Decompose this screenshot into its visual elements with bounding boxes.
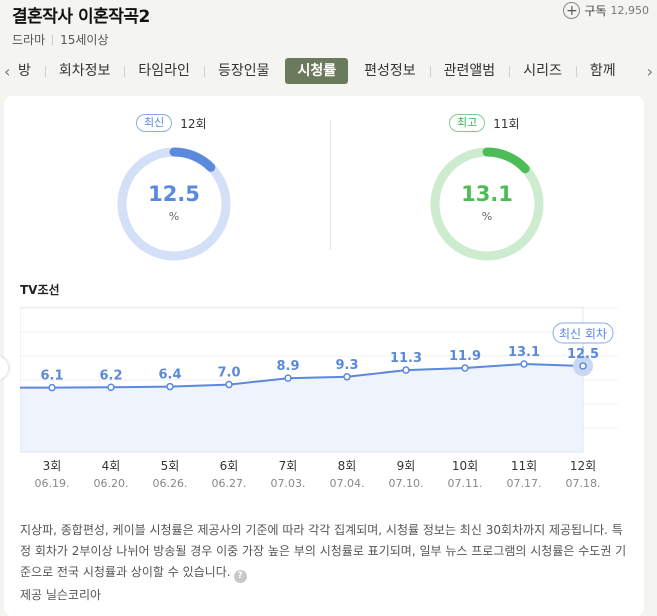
latest-rating-unit: %	[168, 210, 180, 223]
highest-rating-header: 최고 11회	[449, 114, 520, 132]
latest-ring-graphic	[117, 147, 231, 261]
data-point	[107, 383, 115, 392]
callout-box	[552, 322, 614, 344]
meta-divider	[52, 34, 54, 45]
tab-9[interactable]: 함께	[575, 58, 630, 84]
latest-rating-value: 12.5	[148, 182, 200, 206]
data-provider: 제공 닐슨코리아	[20, 588, 102, 602]
data-label: 9.3	[335, 358, 358, 373]
program-header: 결혼작사 이혼작곡2 + 구독 12,950 드라마 15세이상	[0, 0, 657, 52]
chevron-right-icon[interactable]: ›	[646, 62, 653, 81]
data-point	[343, 373, 351, 381]
tab-bar: ‹ 방 회차정보 타임라인 등장인물 시청률 편성정보 관련앨범 시리즈 함께 ›	[0, 56, 657, 86]
area-fill	[20, 364, 583, 452]
subscribe-button[interactable]: + 구독 12,950	[563, 2, 649, 19]
x-tick-label: 11회	[511, 459, 537, 473]
data-point	[461, 364, 469, 372]
panel-divider	[330, 120, 331, 250]
x-tick-label: 8회	[338, 459, 357, 473]
x-date-label: 06.27.	[212, 477, 247, 490]
highest-rating-unit: %	[481, 210, 493, 223]
data-label: 12.5	[567, 347, 599, 362]
tab-8[interactable]: 시리즈	[509, 58, 576, 84]
latest-rating-header: 최신 12회	[136, 114, 207, 132]
program-meta: 드라마 15세이상	[12, 31, 109, 48]
notice-text: 지상파, 종합편성, 케이블 시청률은 제공사의 기준에 따라 각각 집계되며,…	[20, 523, 627, 579]
data-label: 8.9	[276, 359, 299, 374]
highest-rating-panel: 최고 11회 13.1 %	[324, 96, 644, 261]
x-date-label: 07.04.	[330, 477, 365, 490]
x-date-label: 06.19.	[35, 477, 70, 490]
callout-label: 최신 회차	[559, 327, 607, 341]
x-date-label: 07.11.	[448, 477, 483, 490]
tab-4[interactable]: 등장인물	[203, 58, 284, 84]
data-point	[402, 366, 410, 374]
genre-text: 드라마	[12, 33, 46, 47]
x-tick-label: 7회	[279, 459, 298, 473]
data-label: 13.1	[508, 345, 540, 360]
x-tick-label: 9회	[397, 459, 416, 473]
tab-7[interactable]: 관련앨범	[429, 58, 510, 84]
highest-rating-value: 13.1	[461, 182, 513, 206]
latest-rating-ring: 12.5 %	[116, 146, 232, 262]
age-rating-text: 15세이상	[60, 33, 109, 47]
x-date-label: 06.26.	[153, 477, 188, 490]
data-label: 6.2	[99, 368, 122, 383]
ratings-notice: 지상파, 종합편성, 케이블 시청률은 제공사의 기준에 따라 각각 집계되며,…	[20, 520, 632, 583]
chevron-left-icon[interactable]: ‹	[4, 62, 11, 81]
latest-rating-panel: 최신 12회 12.5 %	[4, 96, 324, 261]
tab-2[interactable]: 회차정보	[44, 58, 125, 84]
x-date-label: 07.18.	[566, 477, 601, 490]
data-point	[166, 382, 174, 391]
x-tick-label: 3회	[43, 459, 62, 473]
tab-3[interactable]: 타임라인	[124, 58, 204, 84]
data-label: 6.1	[40, 369, 63, 384]
x-date-label: 06.20.	[94, 477, 129, 490]
data-point	[225, 380, 233, 389]
latest-episode: 12회	[180, 116, 207, 131]
subscriber-count: 12,950	[610, 4, 650, 17]
tab-track: 방 회차정보 타임라인 등장인물 시청률 편성정보 관련앨범 시리즈 함께	[16, 56, 641, 86]
data-label: 6.4	[158, 368, 181, 383]
x-tick-label: 6회	[220, 459, 239, 473]
data-point	[520, 360, 528, 368]
latest-ring-arc	[117, 147, 231, 261]
ratings-card: 최신 12회 12.5 % 최고 11회 13.1 % TV조선 최신 회차 6	[4, 96, 644, 616]
x-tick-label: 10회	[452, 459, 478, 473]
data-point	[284, 374, 292, 382]
ratings-line-chart: 최신 회차 6.1 3회 06.19. 6.2 4회 06.20. 6.4 5회 06.26. 7.…	[20, 307, 618, 490]
highest-rating-ring: 13.1 %	[429, 146, 545, 262]
help-icon[interactable]: ?	[233, 570, 247, 583]
tab-1[interactable]: 방	[18, 63, 31, 79]
subscribe-label: 구독	[584, 4, 607, 18]
plot-frame	[20, 307, 584, 453]
data-label: 11.3	[390, 351, 422, 366]
data-point	[48, 383, 56, 392]
data-label: 7.0	[217, 366, 240, 381]
x-tick-label: 4회	[102, 459, 121, 473]
x-date-label: 07.03.	[271, 477, 306, 490]
side-drawer-handle[interactable]	[0, 356, 8, 380]
x-tick-label: 5회	[161, 459, 180, 473]
data-label: 11.9	[449, 349, 481, 364]
highest-episode: 11회	[493, 116, 520, 131]
x-tick-label: 12회	[570, 459, 596, 473]
tab-5[interactable]: 시청률	[285, 58, 349, 84]
tab-row: 방 회차정보 타임라인 등장인물 시청률 편성정보 관련앨범 시리즈 함께	[16, 56, 630, 86]
x-date-label: 07.17.	[507, 477, 542, 490]
highest-badge: 최고	[449, 114, 486, 132]
data-point	[579, 362, 587, 370]
plus-icon: +	[563, 2, 581, 19]
program-title[interactable]: 결혼작사 이혼작곡2	[12, 7, 150, 27]
highest-ring-arc	[430, 147, 544, 261]
latest-badge: 최신	[136, 114, 173, 132]
highest-ring-graphic	[430, 147, 544, 261]
channel-label: TV조선	[20, 283, 60, 297]
tab-6[interactable]: 편성정보	[364, 63, 416, 79]
x-date-label: 07.10.	[389, 477, 424, 490]
